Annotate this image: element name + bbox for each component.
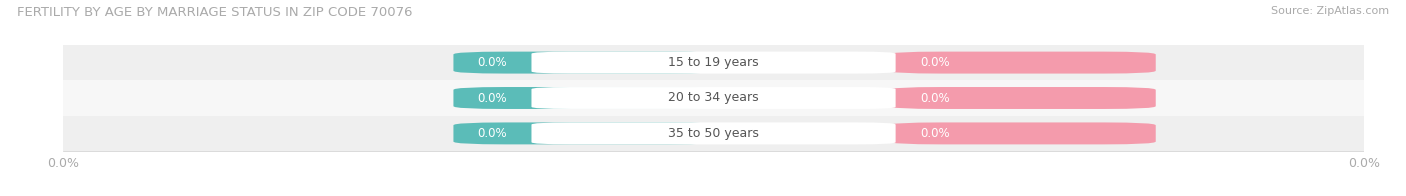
FancyBboxPatch shape (889, 122, 1156, 144)
Text: Source: ZipAtlas.com: Source: ZipAtlas.com (1271, 6, 1389, 16)
Text: 0.0%: 0.0% (478, 127, 508, 140)
FancyBboxPatch shape (531, 122, 896, 144)
Text: 0.0%: 0.0% (920, 127, 949, 140)
FancyBboxPatch shape (453, 87, 720, 109)
FancyBboxPatch shape (889, 52, 1156, 74)
Text: 0.0%: 0.0% (478, 92, 508, 104)
Bar (63, 45, 1364, 80)
Text: 0.0%: 0.0% (920, 92, 949, 104)
FancyBboxPatch shape (531, 87, 896, 109)
Text: 20 to 34 years: 20 to 34 years (668, 92, 759, 104)
FancyBboxPatch shape (531, 52, 896, 74)
Text: FERTILITY BY AGE BY MARRIAGE STATUS IN ZIP CODE 70076: FERTILITY BY AGE BY MARRIAGE STATUS IN Z… (17, 6, 412, 19)
Bar (63, 80, 1364, 116)
Text: 0.0%: 0.0% (478, 56, 508, 69)
Text: 15 to 19 years: 15 to 19 years (668, 56, 759, 69)
Bar (63, 116, 1364, 151)
FancyBboxPatch shape (889, 87, 1156, 109)
Text: 0.0%: 0.0% (920, 56, 949, 69)
Text: 35 to 50 years: 35 to 50 years (668, 127, 759, 140)
FancyBboxPatch shape (453, 52, 720, 74)
FancyBboxPatch shape (453, 122, 720, 144)
